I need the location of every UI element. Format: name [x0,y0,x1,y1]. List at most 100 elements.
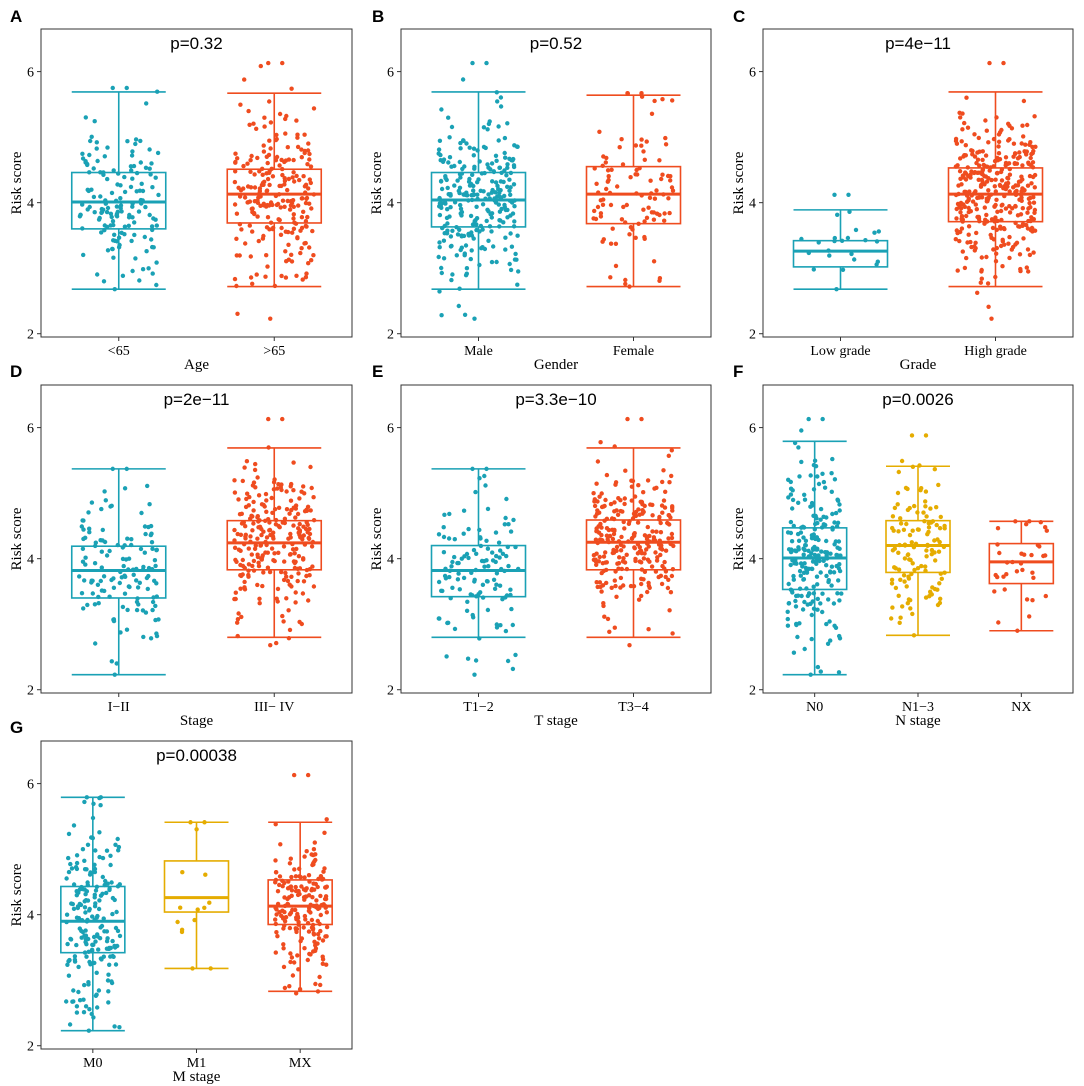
data-point [455,178,460,183]
data-point [600,202,606,207]
data-point [233,596,238,602]
panel-letter: D [10,362,22,381]
data-point [306,873,312,878]
group-low-grade: Low grade [792,192,889,359]
group--65: <65 [70,85,167,359]
data-point [130,215,135,220]
data-point [837,633,842,639]
data-point [280,884,285,889]
data-point [512,204,517,209]
data-point [436,254,441,260]
data-point [152,578,157,583]
data-point [86,980,91,985]
data-point [619,217,625,222]
data-point [279,273,284,279]
data-point [616,496,621,501]
data-point [932,467,937,472]
data-point [494,259,499,265]
data-point [1043,525,1048,530]
data-point [80,546,86,551]
data-point [966,232,971,237]
data-point [665,520,670,526]
y-tick-label: 4 [749,553,756,568]
data-point [615,184,620,189]
x-axis-title: Gender [534,357,578,373]
data-point [796,538,802,543]
data-point [984,254,989,260]
data-point [180,870,185,875]
data-point [307,526,312,532]
data-point [76,964,81,970]
data-point [89,500,95,505]
data-point [68,861,73,867]
data-point [156,192,161,198]
data-point [993,189,998,194]
data-point [239,573,244,579]
data-point [788,492,794,497]
data-point [125,139,130,144]
data-point [963,177,969,182]
data-point [1032,114,1037,119]
data-point [130,268,135,274]
data-point [299,155,304,160]
data-point [292,179,297,184]
data-point [76,890,81,895]
data-point [486,192,491,197]
data-point [982,163,987,168]
data-point [92,892,98,897]
data-point [1026,196,1032,201]
data-point [436,532,442,537]
data-point [280,520,285,525]
data-point [264,509,269,514]
data-point [282,559,287,564]
data-point [786,581,791,587]
data-point [96,988,102,993]
data-point [893,585,899,591]
group-m1: M1 [163,820,230,1071]
data-point [281,926,286,931]
data-point [147,147,152,152]
data-point [287,627,293,633]
data-point [593,216,599,222]
data-point [233,590,238,595]
data-point [118,196,123,201]
data-point [307,157,312,162]
data-point [140,267,146,272]
data-point [120,273,126,278]
data-point [141,564,146,570]
data-point [1001,60,1006,66]
data-point [983,118,988,123]
data-point [824,538,829,544]
data-point [85,602,90,608]
data-point [153,217,158,222]
data-point [130,176,135,181]
data-point [282,985,288,991]
data-point [99,209,105,215]
data-point [276,482,281,487]
data-point [117,933,123,939]
data-point [958,210,963,215]
group-n0: N0 [781,416,848,715]
data-point [468,213,474,219]
data-point [481,559,487,564]
data-point [267,569,273,575]
data-point [284,489,289,494]
data-point [318,874,324,879]
x-tick-label: High grade [964,344,1027,359]
data-point [639,416,644,422]
data-point [515,233,520,238]
data-point [437,245,442,250]
data-point [825,641,831,646]
data-point [972,132,977,137]
data-point [814,574,820,579]
data-point [469,181,474,187]
data-point [499,206,504,212]
data-point [975,195,980,201]
data-point [958,115,963,120]
data-point [83,928,88,933]
data-point [255,552,260,557]
data-point [507,188,512,193]
data-point [447,135,452,140]
